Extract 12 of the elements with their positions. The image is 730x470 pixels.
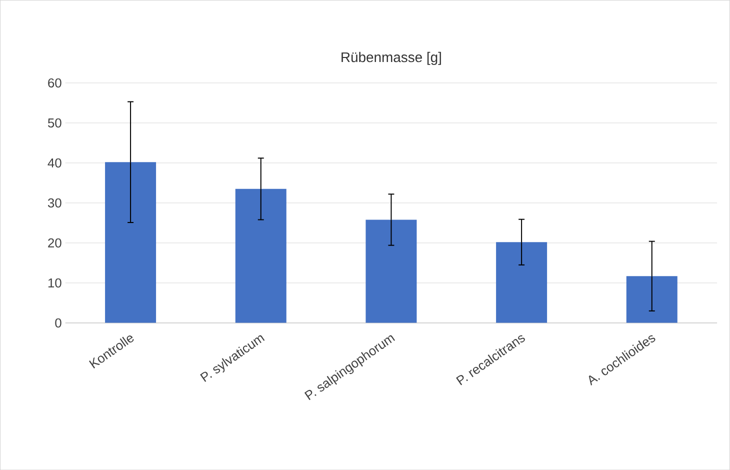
bar [105,162,156,323]
y-tick-label: 20 [48,238,62,248]
y-tick-label: 60 [48,78,62,88]
bar [366,220,417,323]
bar [496,242,548,323]
y-tick-label: 40 [48,158,62,168]
bar [235,188,286,323]
y-tick-label: 30 [48,198,62,208]
y-tick-label: 50 [48,118,62,128]
y-tick-label: 10 [48,278,62,288]
chart-title: Rübenmasse [g] [342,52,441,65]
y-tick-label: 0 [55,318,62,328]
